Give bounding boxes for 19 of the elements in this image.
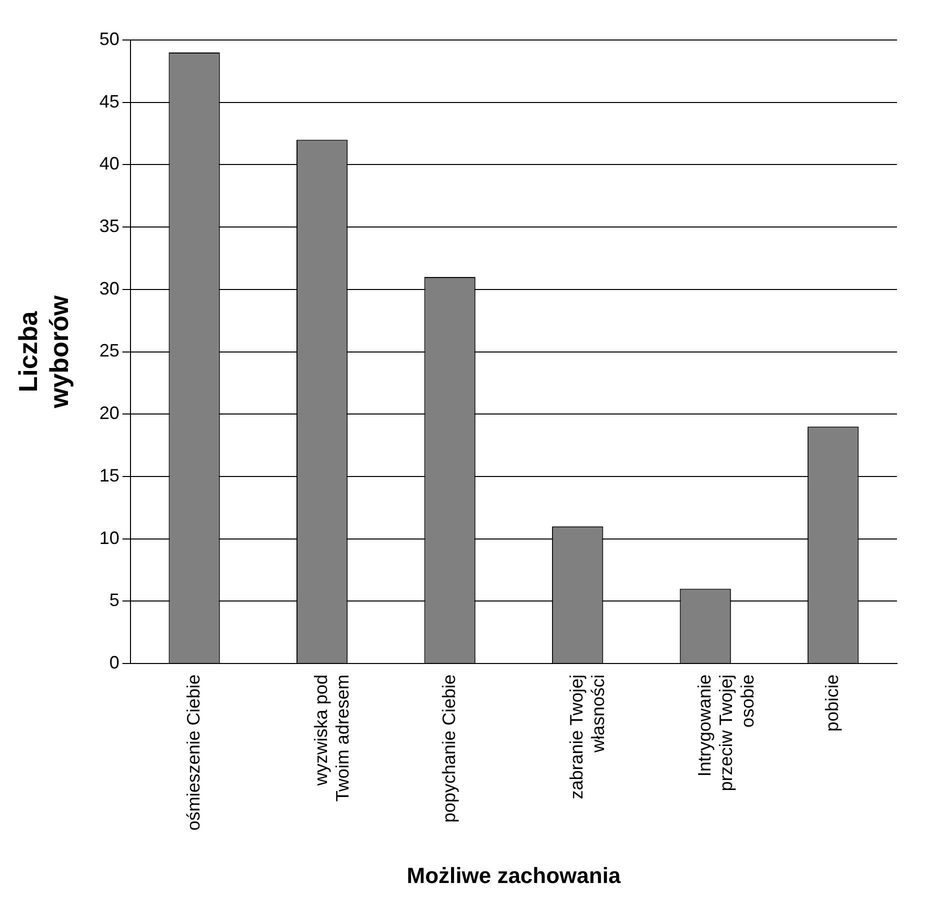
y-tick-label: 50 xyxy=(99,28,120,49)
y-tick-label: 5 xyxy=(109,590,120,610)
y-tick-label: 40 xyxy=(99,154,120,174)
y-tick-label: 45 xyxy=(99,91,120,112)
y-tick-label: 35 xyxy=(99,216,120,236)
x-tick-label: Intrygowanie przeciw Twojej osobie xyxy=(694,674,758,792)
y-tick-label: 0 xyxy=(109,652,120,672)
y-tick-label: 30 xyxy=(99,278,120,298)
y-tick-label: 15 xyxy=(99,465,120,486)
x-tick-label: pobicie xyxy=(822,674,842,732)
y-axis-title: Liczba wyborów xyxy=(12,294,74,410)
y-tick-label: 10 xyxy=(99,528,120,548)
x-axis-title: Możliwe zachowania xyxy=(406,862,622,888)
x-tick-label: wyzwiska pod Twoim adresem xyxy=(311,674,353,802)
x-tick-label: zabranie Twojej własności xyxy=(566,674,608,800)
y-tick-label: 20 xyxy=(99,403,120,424)
x-tick-label: ośmieszenie Ciebie xyxy=(183,674,204,831)
y-tick-label: 25 xyxy=(99,340,120,361)
x-tick-label: popychanie Ciebie xyxy=(438,674,459,823)
